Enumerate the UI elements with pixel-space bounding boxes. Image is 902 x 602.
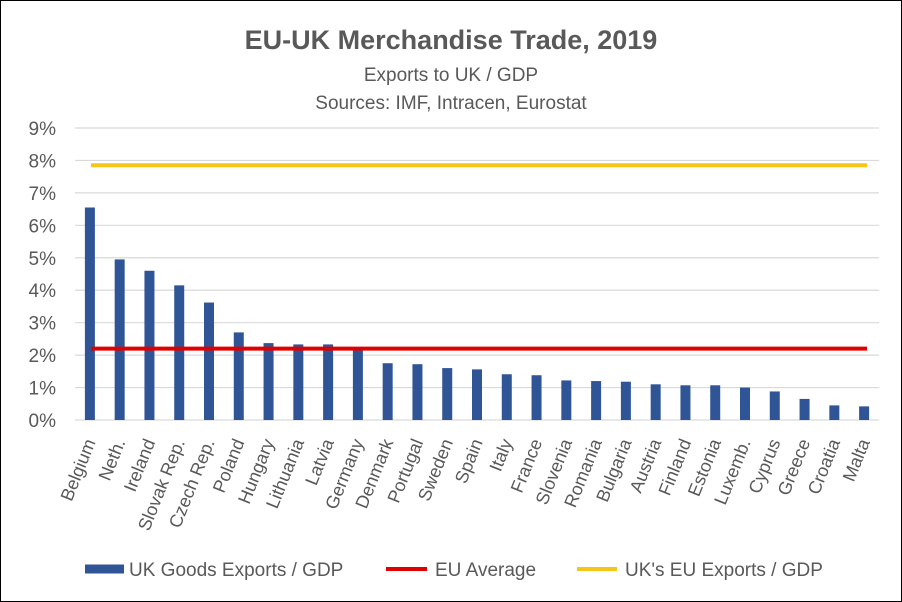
chart-title: EU-UK Merchandise Trade, 2019: [245, 25, 658, 55]
chart-source: Sources: IMF, Intracen, Eurostat: [315, 93, 587, 114]
reference-lines: [91, 163, 867, 351]
y-tick-label: 6%: [29, 216, 57, 237]
bar: [680, 385, 691, 420]
legend-label: UK's EU Exports / GDP: [625, 560, 823, 581]
legend: UK Goods Exports / GDP EU Average UK's EU …: [85, 560, 823, 581]
bar: [591, 381, 602, 420]
x-tick-label: Malta: [839, 435, 874, 484]
bar: [263, 343, 274, 420]
y-tick-label: 4%: [29, 281, 57, 302]
bar: [84, 207, 95, 420]
bar: [740, 387, 750, 420]
y-tick-label: 0%: [29, 411, 57, 432]
bar: [174, 285, 185, 420]
bar: [442, 368, 453, 420]
y-tick-label: 1%: [29, 379, 57, 400]
bar: [233, 332, 244, 420]
chart-subtitle: Exports to UK / GDP: [364, 65, 538, 86]
y-tick-label: 7%: [29, 184, 57, 205]
y-tick-label: 2%: [29, 346, 57, 367]
bar: [501, 374, 512, 420]
bar: [829, 405, 840, 420]
bar: [382, 363, 393, 420]
bar: [620, 381, 631, 420]
y-axis-ticks: 0% 1% 2% 3% 4% 5% 6% 7% 8% 9%: [29, 119, 57, 432]
bars: [84, 207, 870, 420]
legend-label: EU Average: [435, 560, 536, 581]
x-tick-label: Italy: [486, 436, 517, 474]
bar: [859, 406, 870, 420]
bar: [352, 349, 363, 420]
bar: [650, 384, 661, 420]
y-tick-label: 3%: [29, 314, 57, 335]
legend-label: UK Goods Exports / GDP: [129, 560, 343, 581]
bar: [323, 344, 334, 420]
bar: [293, 344, 304, 420]
bar: [769, 391, 780, 420]
bar: [204, 302, 214, 420]
bar: [531, 375, 542, 420]
x-tick-label: Belgium: [57, 436, 100, 504]
y-tick-label: 8%: [29, 151, 57, 172]
bar: [472, 369, 482, 420]
bar: [561, 380, 572, 420]
bar: [114, 259, 125, 420]
y-tick-label: 9%: [29, 119, 57, 140]
bar: [144, 270, 155, 420]
bar: [710, 385, 721, 420]
y-tick-label: 5%: [29, 249, 57, 270]
bar: [412, 364, 423, 420]
bar: [799, 398, 810, 420]
